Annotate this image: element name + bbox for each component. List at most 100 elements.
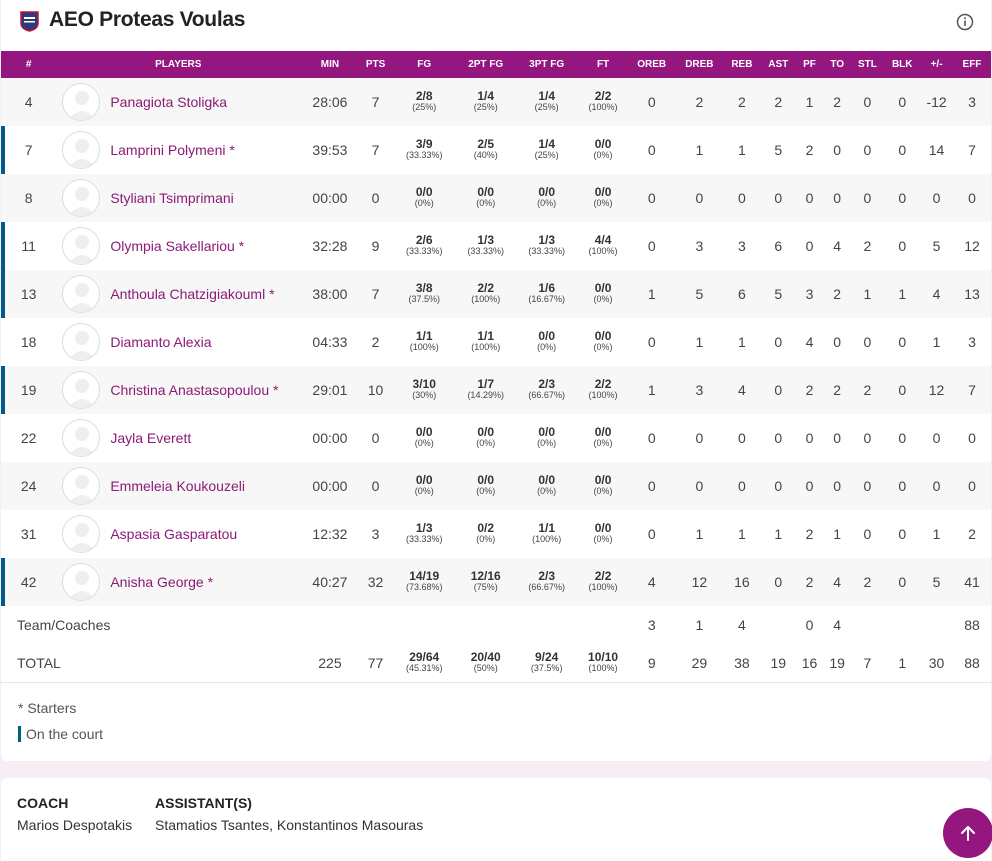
ft-cell: 2/2 (100%) <box>579 366 627 414</box>
player-name-link[interactable]: Jayla Everett <box>110 430 192 446</box>
dreb-cell: 1 <box>695 142 704 158</box>
table-row: 7 Lamprini Polymeni * 39:53 7 3/9 (33.33%) 2/5… <box>1 126 991 174</box>
player-name-link[interactable]: Aspasia Gasparatou <box>110 526 238 542</box>
minutes-cell: 38:00 <box>312 286 348 302</box>
to-cell: 0 <box>833 430 842 446</box>
pt2-made-attempted: 1/3 <box>477 233 495 247</box>
points-cell: 7 <box>371 286 380 302</box>
player-name-link[interactable]: Emmeleia Koukouzeli <box>110 478 245 494</box>
pt2-made-attempted: 0/0 <box>477 425 495 439</box>
pt3-made-attempted: 1/3 <box>538 233 556 247</box>
ft-percentage: (0%) <box>593 534 613 544</box>
oreb-cell: 0 <box>647 430 656 446</box>
minutes-cell: 00:00 <box>312 190 348 206</box>
player-name-link[interactable]: Styliani Tsimprimani <box>110 190 234 206</box>
pt3-stat: 0/0 (0%) <box>514 474 579 497</box>
jersey-number: 8 <box>24 190 33 206</box>
pt2-made-attempted: 2/5 <box>477 137 495 151</box>
fg-percentage: (33.33%) <box>405 246 443 256</box>
player-name-link[interactable]: Lamprini Polymeni * <box>110 142 235 158</box>
pt3-stat: 2/3 (66.67%) <box>514 570 579 593</box>
reb-cell: 6 <box>737 286 746 302</box>
ft-made-attempted: 2/2 <box>594 89 612 103</box>
pt3-stat: 1/4 (25%) <box>514 138 579 161</box>
stl-cell: 0 <box>863 334 872 350</box>
blk-cell: 1 <box>898 654 907 671</box>
player-info: Emmeleia Koukouzeli <box>56 467 300 505</box>
team-crest-icon <box>20 11 39 32</box>
column-header: DREB <box>685 59 714 70</box>
ft-stat: 0/0 (0%) <box>579 330 627 353</box>
ft-percentage: (0%) <box>593 150 613 160</box>
pf-cell: 4 <box>805 334 814 350</box>
to-cell: 2 <box>833 382 842 398</box>
eff-cell: 88 <box>964 617 980 633</box>
column-header: AST <box>768 59 789 70</box>
column-header: 3PT FG <box>529 59 565 70</box>
info-icon[interactable] <box>956 13 974 31</box>
jersey-number: 24 <box>20 478 37 494</box>
to-cell: 19 <box>829 654 845 671</box>
scroll-to-top-button[interactable] <box>943 808 992 858</box>
ft-cell: 0/0 (0%) <box>579 414 627 462</box>
ft-cell: 0/0 (0%) <box>579 174 627 222</box>
dreb-cell: 3 <box>695 382 704 398</box>
points-cell: 0 <box>371 430 380 446</box>
eff-cell: 12 <box>964 238 980 254</box>
pf-cell: 2 <box>805 574 814 590</box>
pt3-stat: 9/24 (37.5%) <box>514 651 579 674</box>
stl-cell: 0 <box>863 478 872 494</box>
pt3-made-attempted: 1/4 <box>538 89 556 103</box>
avatar-placeholder-icon <box>62 227 101 265</box>
assistants-label: ASSISTANT(S) <box>155 795 252 811</box>
pt3-stat: 0/0 (0%) <box>514 329 579 353</box>
fg-percentage: (0%) <box>414 486 434 496</box>
jersey-number: 42 <box>20 574 37 590</box>
ft-made-attempted: 4/4 <box>594 233 612 247</box>
stl-cell: 0 <box>863 142 872 158</box>
pt2-percentage: (33.33%) <box>467 246 504 256</box>
eff-cell: 88 <box>964 654 980 671</box>
ast-cell: 5 <box>774 286 783 302</box>
player-info: Lamprini Polymeni * <box>56 131 300 169</box>
player-cell: Panagiota Stoligka <box>56 78 300 126</box>
fg-percentage: (100%) <box>409 342 439 352</box>
jersey-number: 19 <box>20 382 37 398</box>
table-row: 22 Jayla Everett 00:00 0 0/0 (0%) 0/0 (0%) 0/0 (0… <box>1 414 991 462</box>
player-name-link[interactable]: Diamanto Alexia <box>110 334 212 350</box>
fg-made-attempted: 0/0 <box>415 425 433 439</box>
reb-cell: 1 <box>737 526 746 542</box>
blk-cell: 0 <box>898 526 907 542</box>
player-info: Anthoula Chatzigiakouml * <box>56 275 300 313</box>
table-row: 18 Diamanto Alexia 04:33 2 1/1 (100%) 1/1 (100%… <box>1 318 991 366</box>
ft-cell: 2/2 (100%) <box>579 558 627 606</box>
fg-made-attempted: 3/9 <box>415 137 433 151</box>
pm-cell: 5 <box>932 238 941 254</box>
player-name-link[interactable]: Olympia Sakellariou * <box>110 238 245 254</box>
ft-stat: 0/0 (0%) <box>579 282 627 305</box>
pm-cell: 1 <box>932 526 941 542</box>
ft-stat: 10/10 (100%) <box>579 651 627 674</box>
fg-cell: 0/0 (0%) <box>391 414 457 462</box>
pt3-stat: 0/0 (0%) <box>514 426 579 449</box>
ft-made-attempted: 0/0 <box>594 521 612 535</box>
pt3-stat: 1/1 (100%) <box>514 522 579 545</box>
pt3-percentage: (16.67%) <box>528 294 565 304</box>
pt2-stat: 1/7 (14.29%) <box>457 378 514 401</box>
ft-percentage: (100%) <box>588 662 618 673</box>
player-name-link[interactable]: Christina Anastasopoulou * <box>110 382 279 398</box>
player-name-link[interactable]: Anisha George * <box>110 574 214 590</box>
dreb-cell: 0 <box>695 190 704 206</box>
pt2-cell: 0/0 (0%) <box>457 462 514 510</box>
jersey-number: 4 <box>24 94 33 110</box>
player-name-link[interactable]: Panagiota Stoligka <box>110 94 228 110</box>
on-court-marker-icon <box>1 270 5 318</box>
pt3-made-attempted: 0/0 <box>538 329 556 343</box>
pt2-stat: 0/0 (0%) <box>457 474 514 497</box>
team-title: AEO Proteas Voulas <box>49 8 246 31</box>
pt2-cell: 1/4 (25%) <box>457 78 514 126</box>
pt2-percentage: (0%) <box>476 486 496 496</box>
pt2-percentage: (0%) <box>476 534 496 544</box>
player-name-link[interactable]: Anthoula Chatzigiakouml * <box>110 286 275 302</box>
pt2-cell: 0/0 (0%) <box>457 414 514 462</box>
